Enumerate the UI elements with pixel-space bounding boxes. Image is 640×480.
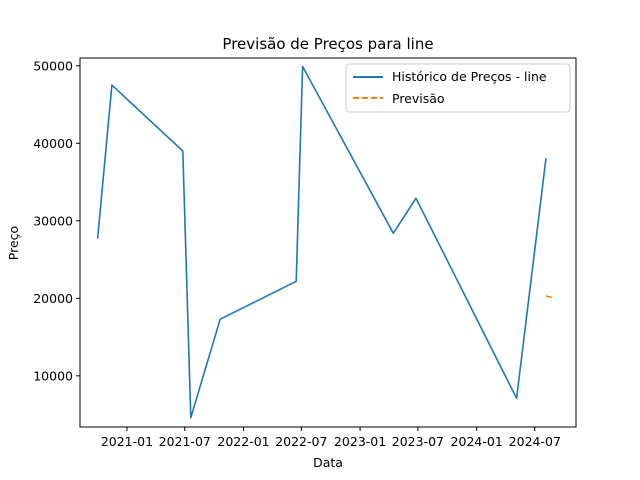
forecast-series-line — [545, 295, 553, 299]
legend-frame — [345, 63, 571, 113]
x-tick-label: 2022-07 — [275, 434, 327, 449]
x-axis-label: Data — [313, 455, 343, 470]
plot-frame — [79, 57, 577, 428]
x-tick-label: 2021-07 — [159, 434, 211, 449]
chart-title: Previsão de Preços para line — [222, 35, 433, 53]
y-tick-label: 10000 — [33, 368, 73, 383]
x-axis: 2021-01 2021-07 2022-01 2022-07 2023-01 2023-… — [101, 427, 561, 449]
x-tick-label: 2023-07 — [392, 434, 444, 449]
x-tick-label: 2021-01 — [101, 434, 153, 449]
x-tick-label: 2024-01 — [451, 434, 503, 449]
y-tick-label: 30000 — [33, 213, 73, 228]
x-tick-label: 2022-01 — [217, 434, 269, 449]
series-layer — [96, 65, 553, 419]
legend: Histórico de Preços - line Previsão — [345, 63, 571, 113]
history-series-line — [96, 65, 547, 419]
y-axis: 10000 20000 30000 40000 50000 — [33, 58, 80, 383]
legend-label-forecast: Previsão — [392, 91, 445, 106]
legend-label-history: Histórico de Preços - line — [392, 69, 547, 84]
x-tick-label: 2024-07 — [509, 434, 561, 449]
x-tick-label: 2023-01 — [334, 434, 386, 449]
y-tick-label: 40000 — [33, 136, 73, 151]
y-tick-label: 20000 — [33, 291, 73, 306]
y-axis-label: Preço — [6, 226, 21, 260]
y-tick-label: 50000 — [33, 58, 73, 73]
